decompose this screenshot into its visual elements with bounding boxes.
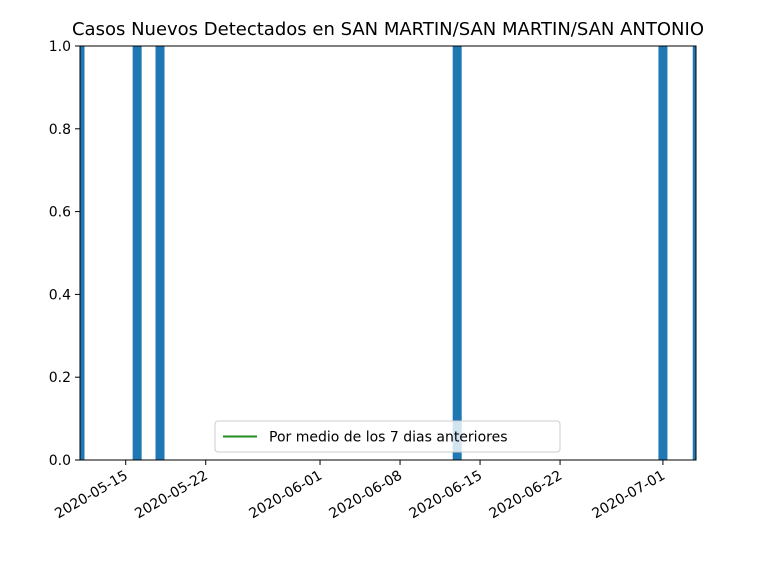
plot-frame xyxy=(79,45,697,461)
x-axis: 2020-05-15 2020-05-22 2020-06-01 2020-06-08… xyxy=(52,460,668,522)
x-tick-label: 2020-06-15 xyxy=(407,468,485,523)
bar xyxy=(132,46,142,460)
x-tick-label: 2020-05-22 xyxy=(132,468,210,523)
bar xyxy=(155,46,165,460)
y-tick-label: 0.8 xyxy=(49,122,71,138)
x-tick-label: 2020-07-01 xyxy=(589,468,667,523)
x-tick-label: 2020-06-08 xyxy=(327,468,405,523)
y-tick-label: 0.6 xyxy=(49,205,71,221)
y-tick-label: 0.4 xyxy=(49,287,71,303)
x-tick-label: 2020-06-22 xyxy=(487,468,565,523)
bar xyxy=(692,46,696,460)
y-axis: 0.0 0.2 0.4 0.6 0.8 1.0 xyxy=(49,39,80,469)
y-tick-label: 0.2 xyxy=(49,370,71,386)
legend-box xyxy=(214,420,561,453)
x-tick-label: 2020-05-15 xyxy=(52,468,130,523)
bar xyxy=(658,46,668,460)
y-tick-label: 0.0 xyxy=(49,453,71,469)
legend: Por medio de los 7 dias anteriores xyxy=(214,420,561,453)
bar xyxy=(80,46,85,460)
chart-title: Casos Nuevos Detectados en SAN MARTIN/SA… xyxy=(72,19,704,40)
legend-label: Por medio de los 7 dias anteriores xyxy=(269,430,508,446)
x-tick-label: 2020-06-01 xyxy=(247,468,325,523)
y-tick-label: 1.0 xyxy=(49,39,71,55)
bar xyxy=(452,46,462,460)
bars-group xyxy=(80,46,696,460)
